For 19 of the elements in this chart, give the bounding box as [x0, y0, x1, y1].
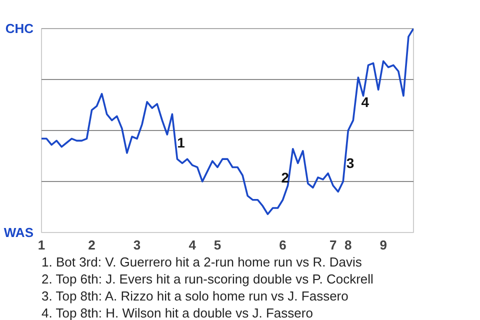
x-tick-label: 6: [279, 238, 286, 252]
x-tick-label: 7: [329, 238, 337, 252]
text: 2. Top 6th: J. Evers hit a run-scoring double vs P. Cockrell: [42, 272, 374, 286]
x-tick-label: 5: [214, 238, 222, 252]
x-tick-label: 1: [38, 238, 46, 252]
x-tick-label: 4: [188, 238, 197, 252]
text: 1. Bot 3rd: V. Guerrero hit a 2-run home run vs R. Davis: [42, 254, 362, 270]
annotation: 1: [177, 134, 186, 151]
x-tick-label: 3: [133, 238, 141, 252]
text: CHC: [5, 21, 34, 36]
text: 3. Top 8th: A. Rizzo hit a solo home run vs J. Fassero: [42, 288, 348, 304]
x-tick-label: 2: [88, 238, 96, 252]
annotation: 2: [281, 169, 290, 186]
text: WAS: [4, 225, 34, 240]
x-tick-label: 8: [344, 238, 352, 252]
x-tick-label: 9: [380, 238, 387, 252]
annotation: 3: [346, 155, 354, 172]
annotation: 4: [361, 94, 370, 110]
text: 4. Top 8th: H. Wilson hit a double vs J. Fassero: [42, 306, 313, 320]
